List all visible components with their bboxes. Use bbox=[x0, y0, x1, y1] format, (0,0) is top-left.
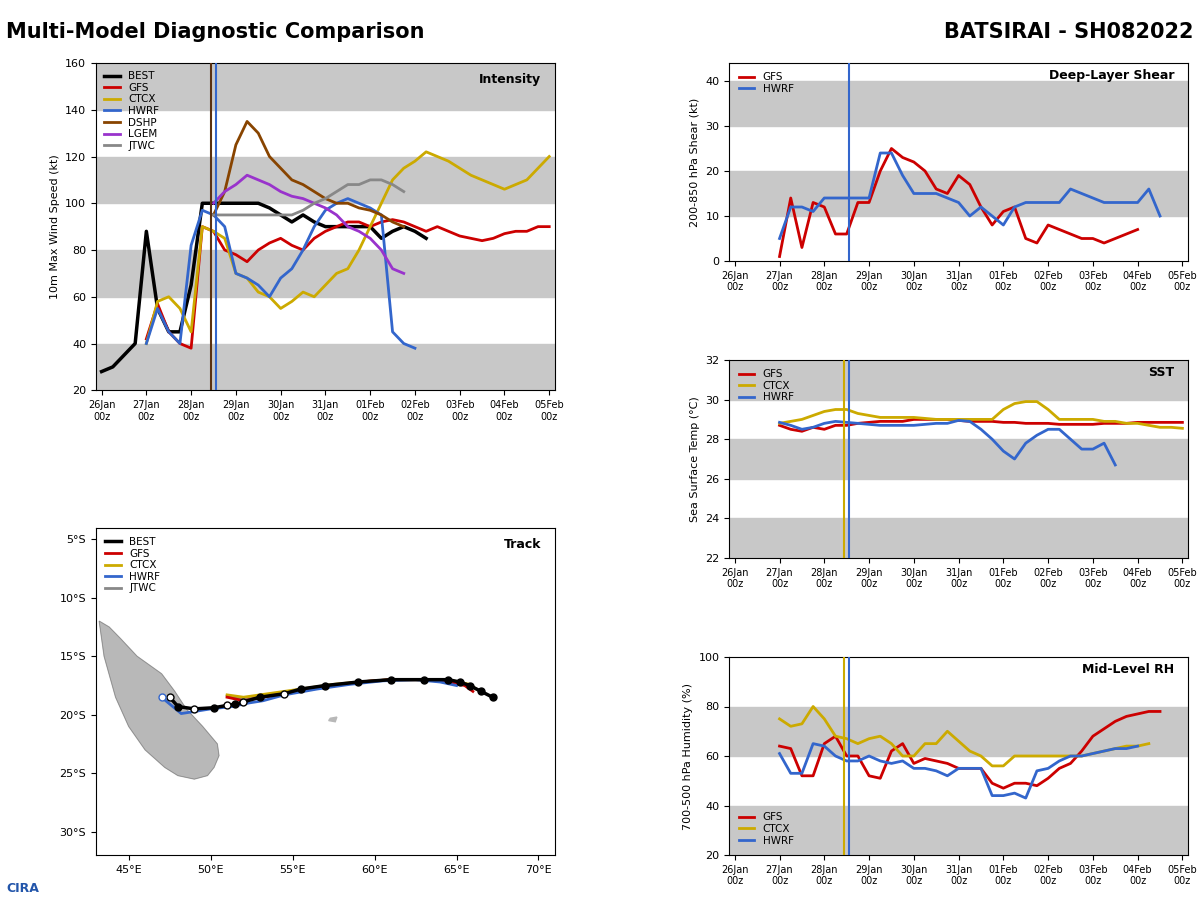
Legend: GFS, CTCX, HWRF: GFS, CTCX, HWRF bbox=[734, 365, 798, 407]
Bar bbox=[730, 518, 1188, 558]
Y-axis label: 200-850 hPa Shear (kt): 200-850 hPa Shear (kt) bbox=[690, 97, 700, 227]
Text: Intensity: Intensity bbox=[479, 73, 541, 86]
Bar bbox=[730, 171, 1188, 216]
Y-axis label: 10m Max Wind Speed (kt): 10m Max Wind Speed (kt) bbox=[49, 154, 60, 299]
Bar bbox=[730, 706, 1188, 756]
Text: Multi-Model Diagnostic Comparison: Multi-Model Diagnostic Comparison bbox=[6, 22, 425, 42]
Bar bbox=[730, 81, 1188, 126]
Legend: BEST, GFS, CTCX, HWRF, DSHP, LGEM, JTWC: BEST, GFS, CTCX, HWRF, DSHP, LGEM, JTWC bbox=[101, 68, 162, 154]
Polygon shape bbox=[329, 717, 337, 722]
Text: CIRA: CIRA bbox=[6, 883, 38, 896]
Bar bbox=[730, 806, 1188, 855]
Legend: GFS, CTCX, HWRF: GFS, CTCX, HWRF bbox=[734, 808, 798, 850]
Bar bbox=[96, 63, 554, 110]
Bar bbox=[96, 157, 554, 203]
Bar bbox=[730, 439, 1188, 479]
Text: SST: SST bbox=[1148, 366, 1175, 379]
Y-axis label: Sea Surface Temp (°C): Sea Surface Temp (°C) bbox=[690, 396, 700, 522]
Legend: GFS, HWRF: GFS, HWRF bbox=[734, 68, 798, 98]
Text: Track: Track bbox=[504, 537, 541, 551]
Text: BATSIRAI - SH082022: BATSIRAI - SH082022 bbox=[944, 22, 1194, 42]
Y-axis label: 700-500 hPa Humidity (%): 700-500 hPa Humidity (%) bbox=[683, 682, 692, 830]
Legend: BEST, GFS, CTCX, HWRF, JTWC: BEST, GFS, CTCX, HWRF, JTWC bbox=[101, 533, 164, 598]
Text: Mid-Level RH: Mid-Level RH bbox=[1082, 663, 1175, 676]
Bar bbox=[96, 250, 554, 297]
Bar bbox=[730, 360, 1188, 400]
Bar bbox=[96, 344, 554, 391]
Text: Deep-Layer Shear: Deep-Layer Shear bbox=[1049, 69, 1175, 82]
Polygon shape bbox=[100, 621, 218, 779]
